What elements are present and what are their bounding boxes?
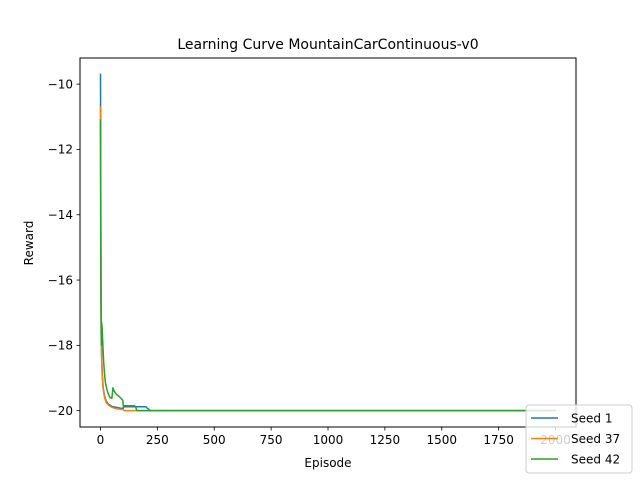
legend-label-1: Seed 1 xyxy=(571,411,612,425)
series-line-3 xyxy=(99,119,557,412)
y-tick-label: −16 xyxy=(48,273,73,287)
legend-label-2: Seed 37 xyxy=(571,432,620,446)
x-tick-label: 0 xyxy=(97,433,105,447)
legend-box xyxy=(525,404,633,474)
x-tick-label: 500 xyxy=(203,433,226,447)
y-axis-ticks: −10 −12 −14 −16 −18 −20 xyxy=(48,77,80,418)
x-tick-label: 1000 xyxy=(313,433,344,447)
x-tick-label: 1750 xyxy=(483,433,514,447)
series-layer xyxy=(99,73,557,412)
chart-title: Learning Curve MountainCarContinuous-v0 xyxy=(177,37,478,53)
y-tick-label: −18 xyxy=(48,339,73,353)
plot-area xyxy=(79,57,577,428)
legend: Seed 1 Seed 37 Seed 42 xyxy=(525,404,633,474)
x-tick-label: 250 xyxy=(146,433,169,447)
y-tick-label: −10 xyxy=(48,77,73,91)
y-axis-label: Reward xyxy=(22,221,36,266)
y-tick-label: −20 xyxy=(48,404,73,418)
x-axis-label: Episode xyxy=(304,456,351,470)
y-tick-label: −14 xyxy=(48,208,73,222)
x-tick-label: 750 xyxy=(260,433,283,447)
x-tick-label: 1250 xyxy=(370,433,401,447)
legend-label-3: Seed 42 xyxy=(571,452,620,466)
y-tick-label: −12 xyxy=(48,143,73,157)
x-tick-label: 1500 xyxy=(426,433,457,447)
